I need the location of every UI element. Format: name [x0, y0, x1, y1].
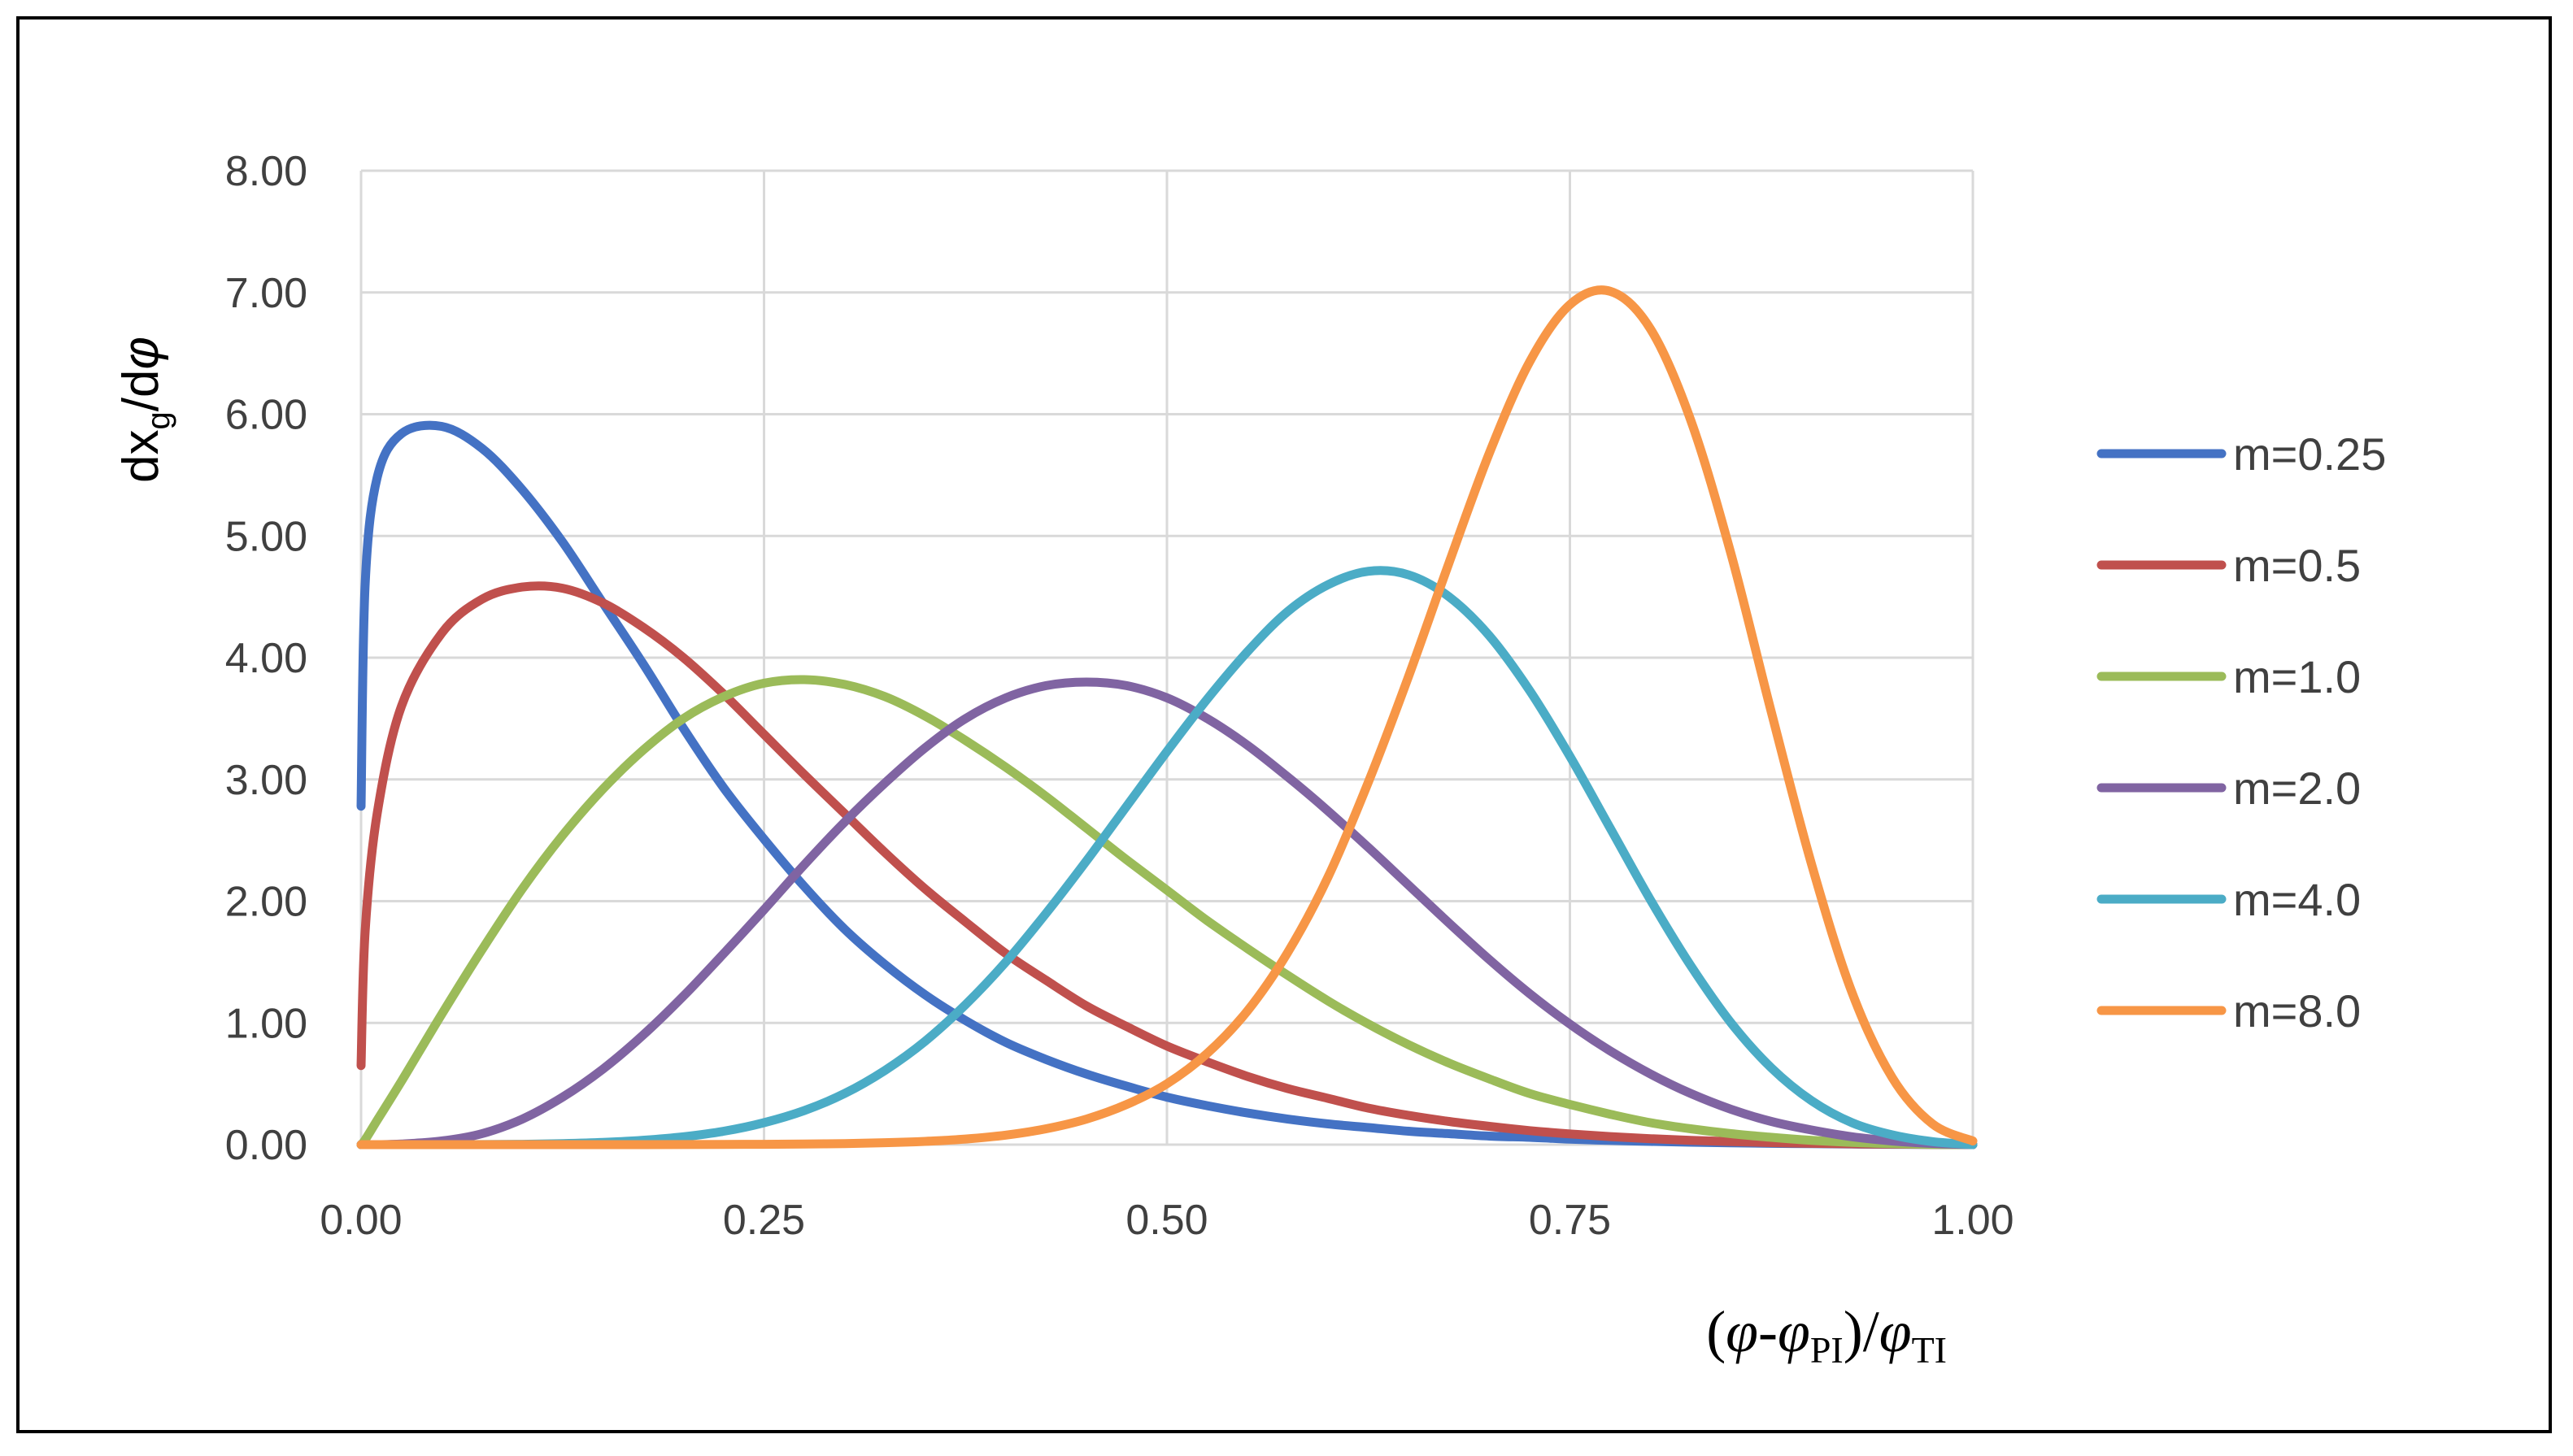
x-tick-label: 1.00 [1931, 1197, 2014, 1244]
y-tick-label: 0.00 [225, 1122, 307, 1169]
y-tick-label: 3.00 [225, 757, 307, 804]
x-axis-label: (φ-φPI)/φTI [1706, 1299, 1947, 1371]
legend-label: m=4.0 [2233, 874, 2361, 925]
data-series [356, 285, 1978, 1150]
x-tick-label: 0.25 [723, 1197, 805, 1244]
y-tick-label: 1.00 [225, 1000, 307, 1047]
chart-frame: 0.00 1.00 2.00 3.00 4.00 5.00 6.00 7.00 8.00 0.00… [16, 16, 2552, 1433]
line-chart: 0.00 1.00 2.00 3.00 4.00 5.00 6.00 7.00 8.00 0.00… [113, 148, 2386, 1371]
series-line-m-0-5 [356, 581, 1978, 1150]
legend-label: m=2.0 [2233, 763, 2361, 814]
legend: m=0.25 m=0.5 m=1.0 m=2.0 m=4.0 m=8.0 [2096, 428, 2386, 1037]
x-tick-label: 0.75 [1529, 1197, 1611, 1244]
legend-label: m=1.0 [2233, 651, 2361, 702]
y-tick-label: 5.00 [225, 513, 307, 560]
tick-labels: 0.00 1.00 2.00 3.00 4.00 5.00 6.00 7.00 8.00 0.00… [225, 148, 2014, 1244]
x-tick-label: 0.50 [1125, 1197, 1208, 1244]
gridlines [359, 169, 1974, 1146]
x-tick-label: 0.00 [320, 1197, 402, 1244]
legend-label: m=0.5 [2233, 540, 2361, 591]
legend-label: m=8.0 [2233, 985, 2361, 1037]
y-tick-label: 8.00 [225, 148, 307, 195]
series-line-m-8-0 [356, 285, 1978, 1150]
y-tick-label: 2.00 [225, 879, 307, 926]
y-tick-label: 6.00 [225, 392, 307, 439]
series-line-m-1-0 [356, 675, 1978, 1150]
series-line-m-2-0 [356, 677, 1978, 1150]
legend-label: m=0.25 [2233, 428, 2386, 480]
y-axis-label: dxg/dφ [113, 337, 176, 483]
y-tick-label: 4.00 [225, 635, 307, 682]
y-tick-label: 7.00 [225, 270, 307, 317]
